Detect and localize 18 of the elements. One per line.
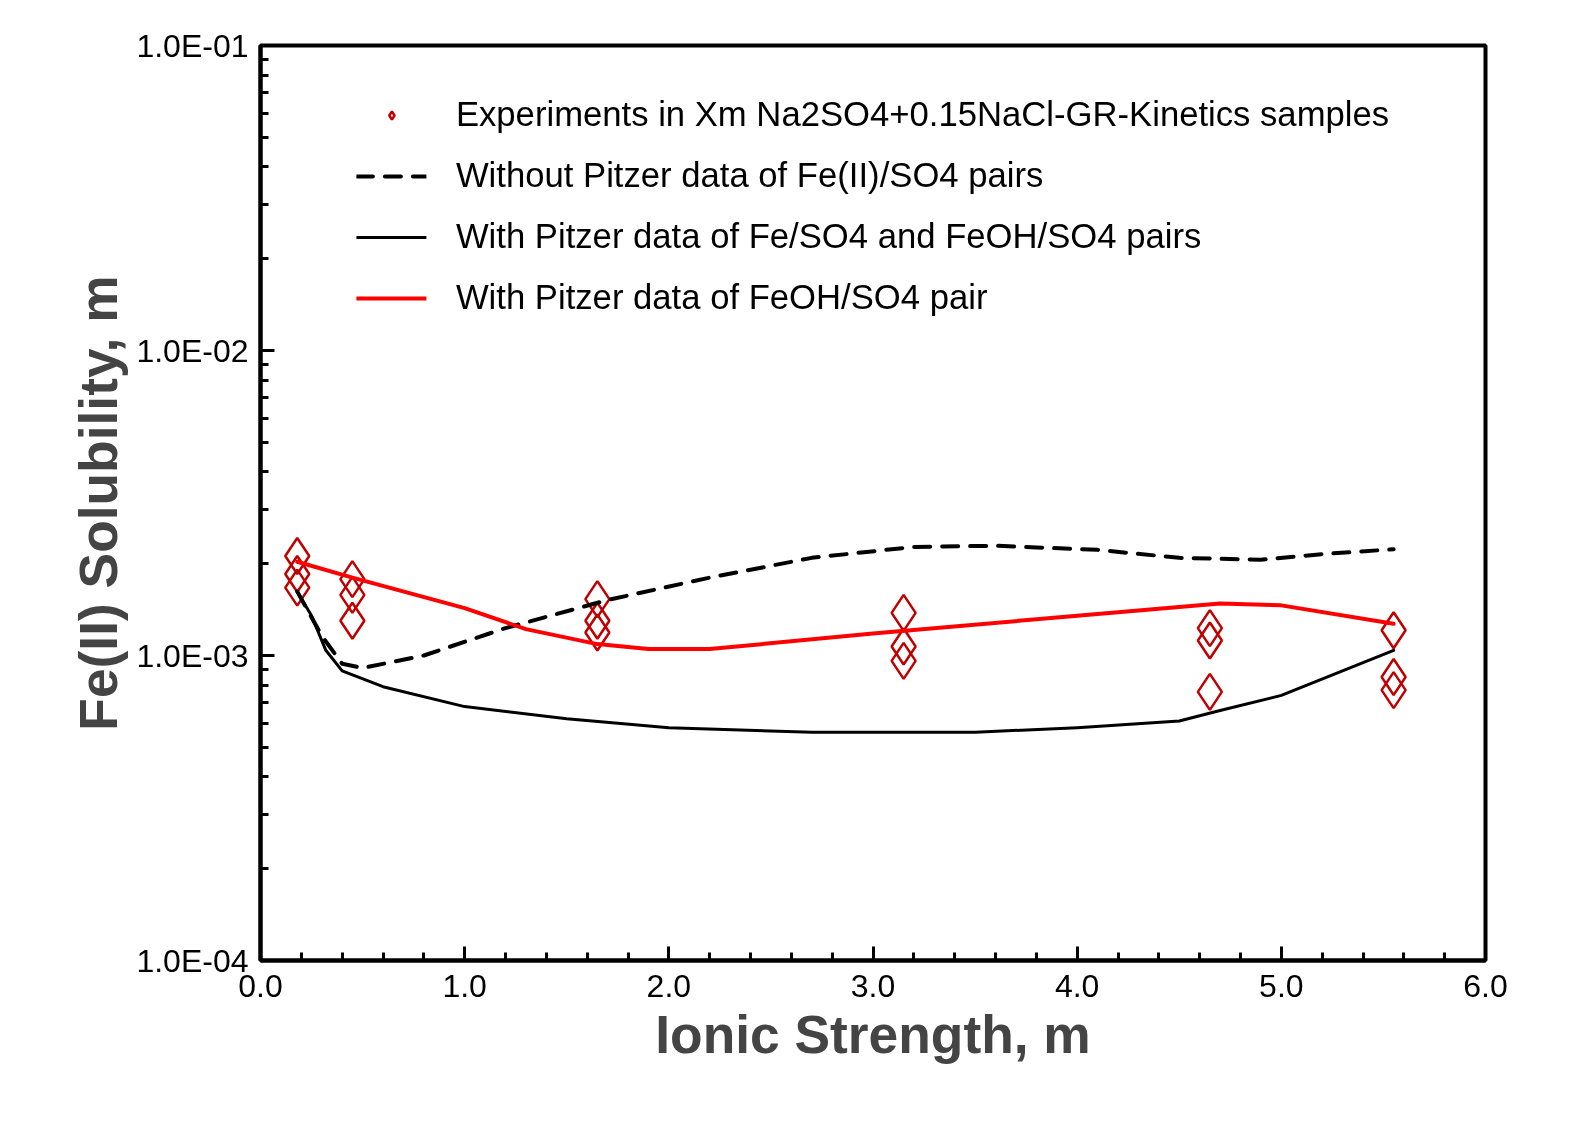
y-axis-title: Fe(II) Solubility, m: [69, 275, 129, 731]
x-tick-label: 2.0: [646, 967, 692, 1004]
y-tick-label: 1.0E-02: [136, 332, 249, 369]
x-tick-label: 4.0: [1054, 967, 1100, 1004]
y-tick-label: 1.0E-03: [136, 637, 249, 674]
x-tick-label: 1.0: [442, 967, 487, 1004]
legend-label: With Pitzer data of FeOH/SO4 pair: [455, 278, 988, 317]
legend-label: With Pitzer data of Fe/SO4 and FeOH/SO4 pairs: [455, 217, 1202, 256]
x-axis-title: Ionic Strength, m: [655, 1004, 1091, 1064]
x-tick-label: 3.0: [850, 967, 896, 1004]
x-tick-label: 6.0: [1463, 967, 1508, 1004]
x-tick-label: 5.0: [1259, 967, 1304, 1004]
point: [1196, 621, 1224, 660]
legend-label: Without Pitzer data of Fe(II)/SO4 pairs: [455, 156, 1044, 195]
point: [1196, 672, 1224, 712]
point: [1196, 608, 1224, 648]
y-tick-label: 1.0E-01: [136, 27, 249, 64]
legend-label: Experiments in Xm Na2SO4+0.15NaCl-GR-Kinetics samples: [455, 95, 1390, 134]
